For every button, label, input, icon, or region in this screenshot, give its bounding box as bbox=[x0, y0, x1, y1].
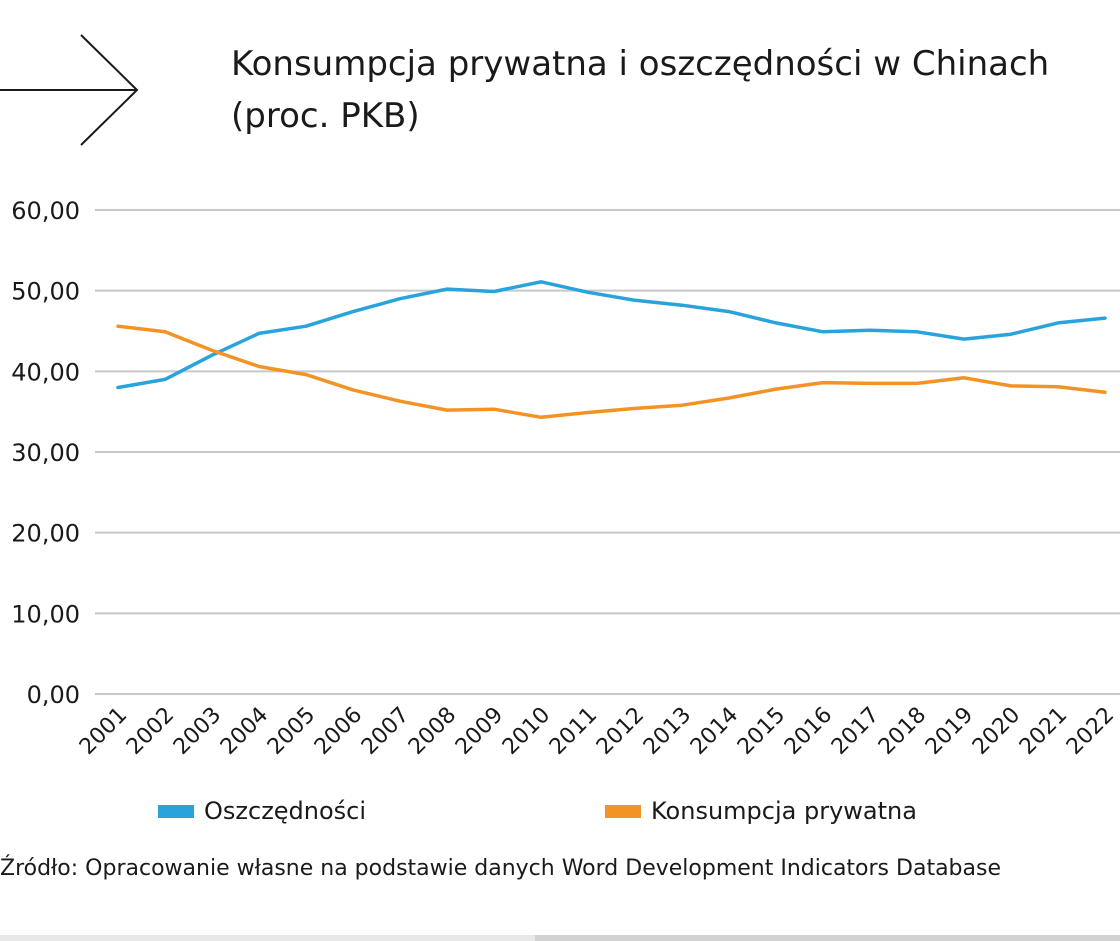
x-tick-label: 2020 bbox=[968, 703, 1025, 760]
x-tick-label: 2002 bbox=[122, 703, 179, 760]
y-tick-label: 30,00 bbox=[11, 439, 80, 467]
x-tick-label: 2014 bbox=[686, 703, 743, 760]
y-tick-label: 0,00 bbox=[27, 681, 80, 709]
x-tick-label: 2017 bbox=[827, 703, 884, 760]
x-tick-label: 2015 bbox=[733, 703, 790, 760]
x-tick-label: 2018 bbox=[874, 703, 931, 760]
x-tick-label: 2006 bbox=[310, 703, 367, 760]
x-tick-label: 2008 bbox=[404, 703, 461, 760]
chart-title: Konsumpcja prywatna i oszczędności w Chi… bbox=[231, 44, 1050, 84]
legend-swatch-savings bbox=[158, 804, 194, 818]
x-tick-label: 2022 bbox=[1062, 703, 1119, 760]
chart-subtitle: (proc. PKB) bbox=[231, 96, 420, 136]
y-tick-label: 40,00 bbox=[11, 358, 80, 386]
arrow-icon bbox=[0, 34, 139, 146]
x-tick-label: 2016 bbox=[780, 703, 837, 760]
legend-label-consumption: Konsumpcja prywatna bbox=[651, 797, 917, 825]
x-tick-label: 2012 bbox=[592, 703, 649, 760]
x-tick-label: 2019 bbox=[921, 703, 978, 760]
legend-item-savings: Oszczędności bbox=[158, 797, 366, 825]
y-tick-label: 20,00 bbox=[11, 520, 80, 548]
source-note: Źródło: Opracowanie własne na podstawie … bbox=[0, 856, 1001, 881]
y-tick-label: 60,00 bbox=[11, 197, 80, 225]
y-tick-label: 50,00 bbox=[11, 278, 80, 306]
x-tick-label: 2009 bbox=[451, 703, 508, 760]
x-tick-label: 2005 bbox=[263, 703, 320, 760]
bottom-divider-accent bbox=[535, 935, 1120, 941]
x-tick-label: 2011 bbox=[545, 703, 602, 760]
x-tick-label: 2003 bbox=[169, 703, 226, 760]
x-tick-label: 2001 bbox=[75, 703, 132, 760]
y-tick-label: 10,00 bbox=[11, 600, 80, 628]
legend-label-savings: Oszczędności bbox=[204, 797, 367, 825]
x-tick-label: 2010 bbox=[498, 703, 555, 760]
x-tick-label: 2004 bbox=[216, 703, 273, 760]
x-tick-label: 2007 bbox=[357, 703, 414, 760]
consumption-line bbox=[116, 324, 1107, 420]
x-tick-label: 2021 bbox=[1015, 703, 1072, 760]
legend-swatch-consumption bbox=[605, 804, 641, 818]
legend-item-consumption: Konsumpcja prywatna bbox=[605, 797, 917, 825]
x-tick-label: 2013 bbox=[639, 703, 696, 760]
savings-line bbox=[116, 280, 1107, 390]
